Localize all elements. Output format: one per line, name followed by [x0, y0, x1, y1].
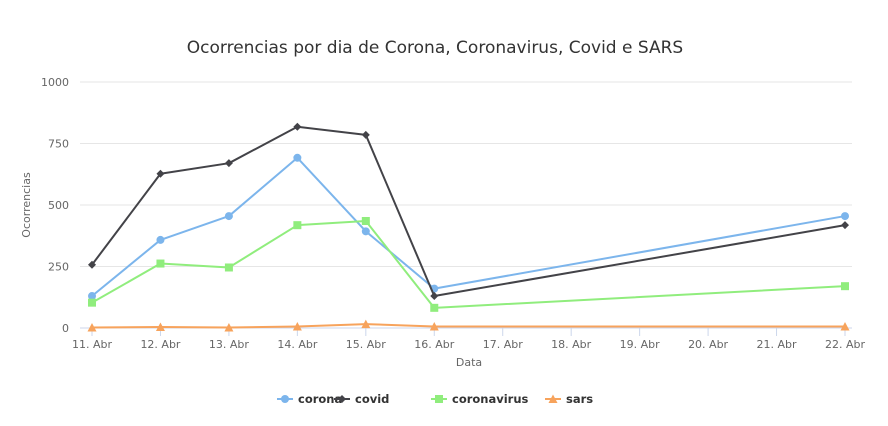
y-axis-ticks: 0 250 500 750 1000 [41, 76, 69, 335]
legend-symbol-coronavirus [435, 395, 443, 403]
x-tick-label: 16. Abr [414, 338, 454, 351]
y-tick-label: 0 [62, 322, 69, 335]
x-tick-label: 19. Abr [620, 338, 660, 351]
data-point-covid[interactable] [224, 159, 233, 168]
y-tick-label: 250 [48, 261, 69, 274]
legend-item-sars[interactable]: sars [545, 392, 593, 406]
y-tick-label: 1000 [41, 76, 69, 89]
series-line-sars [91, 323, 845, 329]
data-point-sars[interactable] [155, 322, 165, 332]
series-sars [87, 319, 850, 332]
legend-item-coronavirus[interactable]: coronavirus [431, 392, 529, 406]
data-point-covid[interactable] [361, 130, 370, 139]
series-line-corona [91, 156, 846, 297]
series-coronavirus [88, 216, 849, 312]
legend-symbol-sars [548, 394, 558, 403]
series-corona [88, 153, 849, 301]
grid-lines [80, 81, 852, 267]
data-point-corona[interactable] [224, 212, 233, 221]
series-line-covid [91, 125, 846, 298]
data-point-corona[interactable] [361, 227, 370, 236]
data-point-coronavirus[interactable] [156, 259, 165, 268]
x-tick-label: 21. Abr [757, 338, 797, 351]
chart-title: Ocorrencias por dia de Corona, Coronavir… [187, 38, 683, 58]
legend-label: sars [566, 392, 593, 406]
x-tick-label: 11. Abr [72, 338, 112, 351]
legend-label: coronavirus [452, 392, 529, 406]
data-point-covid[interactable] [156, 169, 165, 178]
y-tick-label: 500 [48, 199, 69, 212]
x-tick-label: 12. Abr [140, 338, 180, 351]
data-point-coronavirus[interactable] [841, 282, 849, 291]
data-point-sars[interactable] [224, 323, 234, 332]
data-point-covid[interactable] [841, 221, 849, 230]
series-covid [88, 122, 849, 301]
data-point-sars[interactable] [292, 322, 302, 331]
series-line-coronavirus [91, 219, 846, 309]
data-point-coronavirus[interactable] [293, 221, 302, 230]
y-axis-title: Ocorrencias [20, 172, 33, 238]
legend-label: covid [355, 392, 389, 406]
x-tick-label: 20. Abr [688, 338, 728, 351]
x-axis: 11. Abr 12. Abr 13. Abr 14. Abr 15. Abr 16. A… [72, 327, 865, 351]
legend-item-corona[interactable]: corona [277, 392, 342, 406]
y-tick-label: 750 [48, 138, 69, 151]
data-point-covid[interactable] [88, 260, 96, 269]
data-point-sars[interactable] [361, 319, 371, 329]
series-layer [87, 122, 850, 332]
legend: corona covid coronavirus sars [277, 392, 593, 406]
legend-item-covid[interactable]: covid [334, 392, 389, 406]
data-point-corona[interactable] [293, 153, 302, 162]
data-point-covid[interactable] [430, 292, 439, 301]
data-point-coronavirus[interactable] [224, 263, 233, 272]
x-tick-label: 22. Abr [825, 338, 865, 351]
legend-symbol-corona [281, 395, 289, 403]
data-point-sars[interactable] [429, 322, 439, 331]
x-tick-label: 13. Abr [209, 338, 249, 351]
data-point-coronavirus[interactable] [361, 216, 370, 225]
data-point-coronavirus[interactable] [88, 298, 96, 307]
data-point-sars[interactable] [87, 323, 97, 332]
legend-symbol-covid [338, 395, 346, 403]
data-point-coronavirus[interactable] [430, 303, 439, 312]
data-point-covid[interactable] [293, 122, 302, 131]
x-tick-label: 14. Abr [277, 338, 317, 351]
x-tick-label: 17. Abr [483, 338, 523, 351]
data-point-corona[interactable] [88, 292, 96, 301]
data-point-corona[interactable] [156, 235, 165, 244]
x-axis-title: Data [456, 356, 482, 369]
data-point-corona[interactable] [841, 212, 849, 221]
legend-label: corona [298, 392, 342, 406]
x-tick-label: 15. Abr [346, 338, 386, 351]
data-point-sars[interactable] [840, 322, 850, 331]
x-tick-label: 18. Abr [551, 338, 591, 351]
